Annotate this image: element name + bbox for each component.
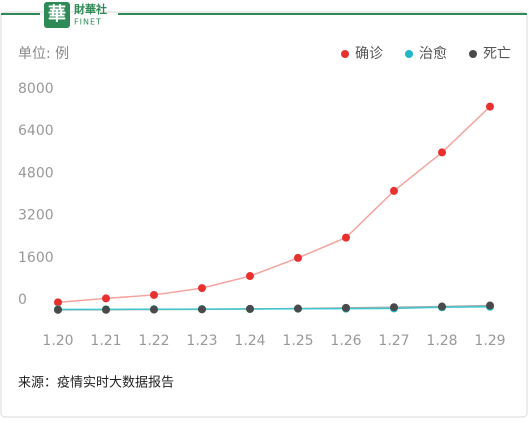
data-point xyxy=(294,253,302,262)
legend-marker xyxy=(341,50,349,58)
data-point xyxy=(342,303,350,312)
data-point xyxy=(438,148,446,157)
data-point xyxy=(246,272,254,281)
x-tick-label: 1.23 xyxy=(186,333,217,349)
data-point xyxy=(54,305,62,314)
series-line xyxy=(58,305,491,311)
x-tick-label: 1.20 xyxy=(42,333,73,349)
x-tick-label: 1.21 xyxy=(90,333,121,349)
data-point xyxy=(342,233,350,242)
source: 来源：疫情实时大数据报告 xyxy=(18,375,174,391)
data-point xyxy=(198,305,206,314)
y-axis-label: 单位: 例 xyxy=(18,46,69,62)
legend-label: 确诊 xyxy=(355,46,383,62)
y-tick-label: 6400 xyxy=(18,123,54,139)
x-tick-label: 1.26 xyxy=(330,333,361,349)
data-point xyxy=(102,305,110,314)
y-tick-label: 8000 xyxy=(18,81,54,97)
y-tick-label: 4800 xyxy=(18,165,54,181)
legend-marker xyxy=(469,50,477,58)
data-point xyxy=(198,284,206,293)
legend-marker xyxy=(405,50,413,58)
y-tick-label: 1600 xyxy=(18,250,54,266)
data-point xyxy=(150,290,158,299)
data-point xyxy=(54,298,62,307)
y-tick-label: 0 xyxy=(18,292,27,308)
legend-label: 治愈 xyxy=(419,46,447,62)
x-tick-label: 1.24 xyxy=(234,333,265,349)
x-tick-label: 1.29 xyxy=(474,333,505,349)
x-tick-label: 1.27 xyxy=(378,333,409,349)
y-tick-label: 3200 xyxy=(18,208,54,224)
data-point xyxy=(294,304,302,313)
x-tick-label: 1.25 xyxy=(282,333,313,349)
data-point xyxy=(246,304,254,313)
brand-en: FINET xyxy=(74,18,102,27)
x-tick-label: 1.28 xyxy=(426,333,457,349)
frame xyxy=(0,11,528,418)
data-point xyxy=(150,305,158,314)
x-tick-label: 1.22 xyxy=(138,333,169,349)
data-point xyxy=(390,303,398,312)
logo-box xyxy=(44,2,70,28)
legend-label: 死亡 xyxy=(483,46,511,62)
data-point xyxy=(438,302,446,311)
logo: 華 xyxy=(48,3,66,25)
data-point xyxy=(486,102,494,111)
series-line xyxy=(57,106,491,304)
data-point xyxy=(102,294,110,303)
brand: 財華社 xyxy=(73,2,107,16)
data-point xyxy=(390,186,398,195)
data-point xyxy=(486,301,494,310)
